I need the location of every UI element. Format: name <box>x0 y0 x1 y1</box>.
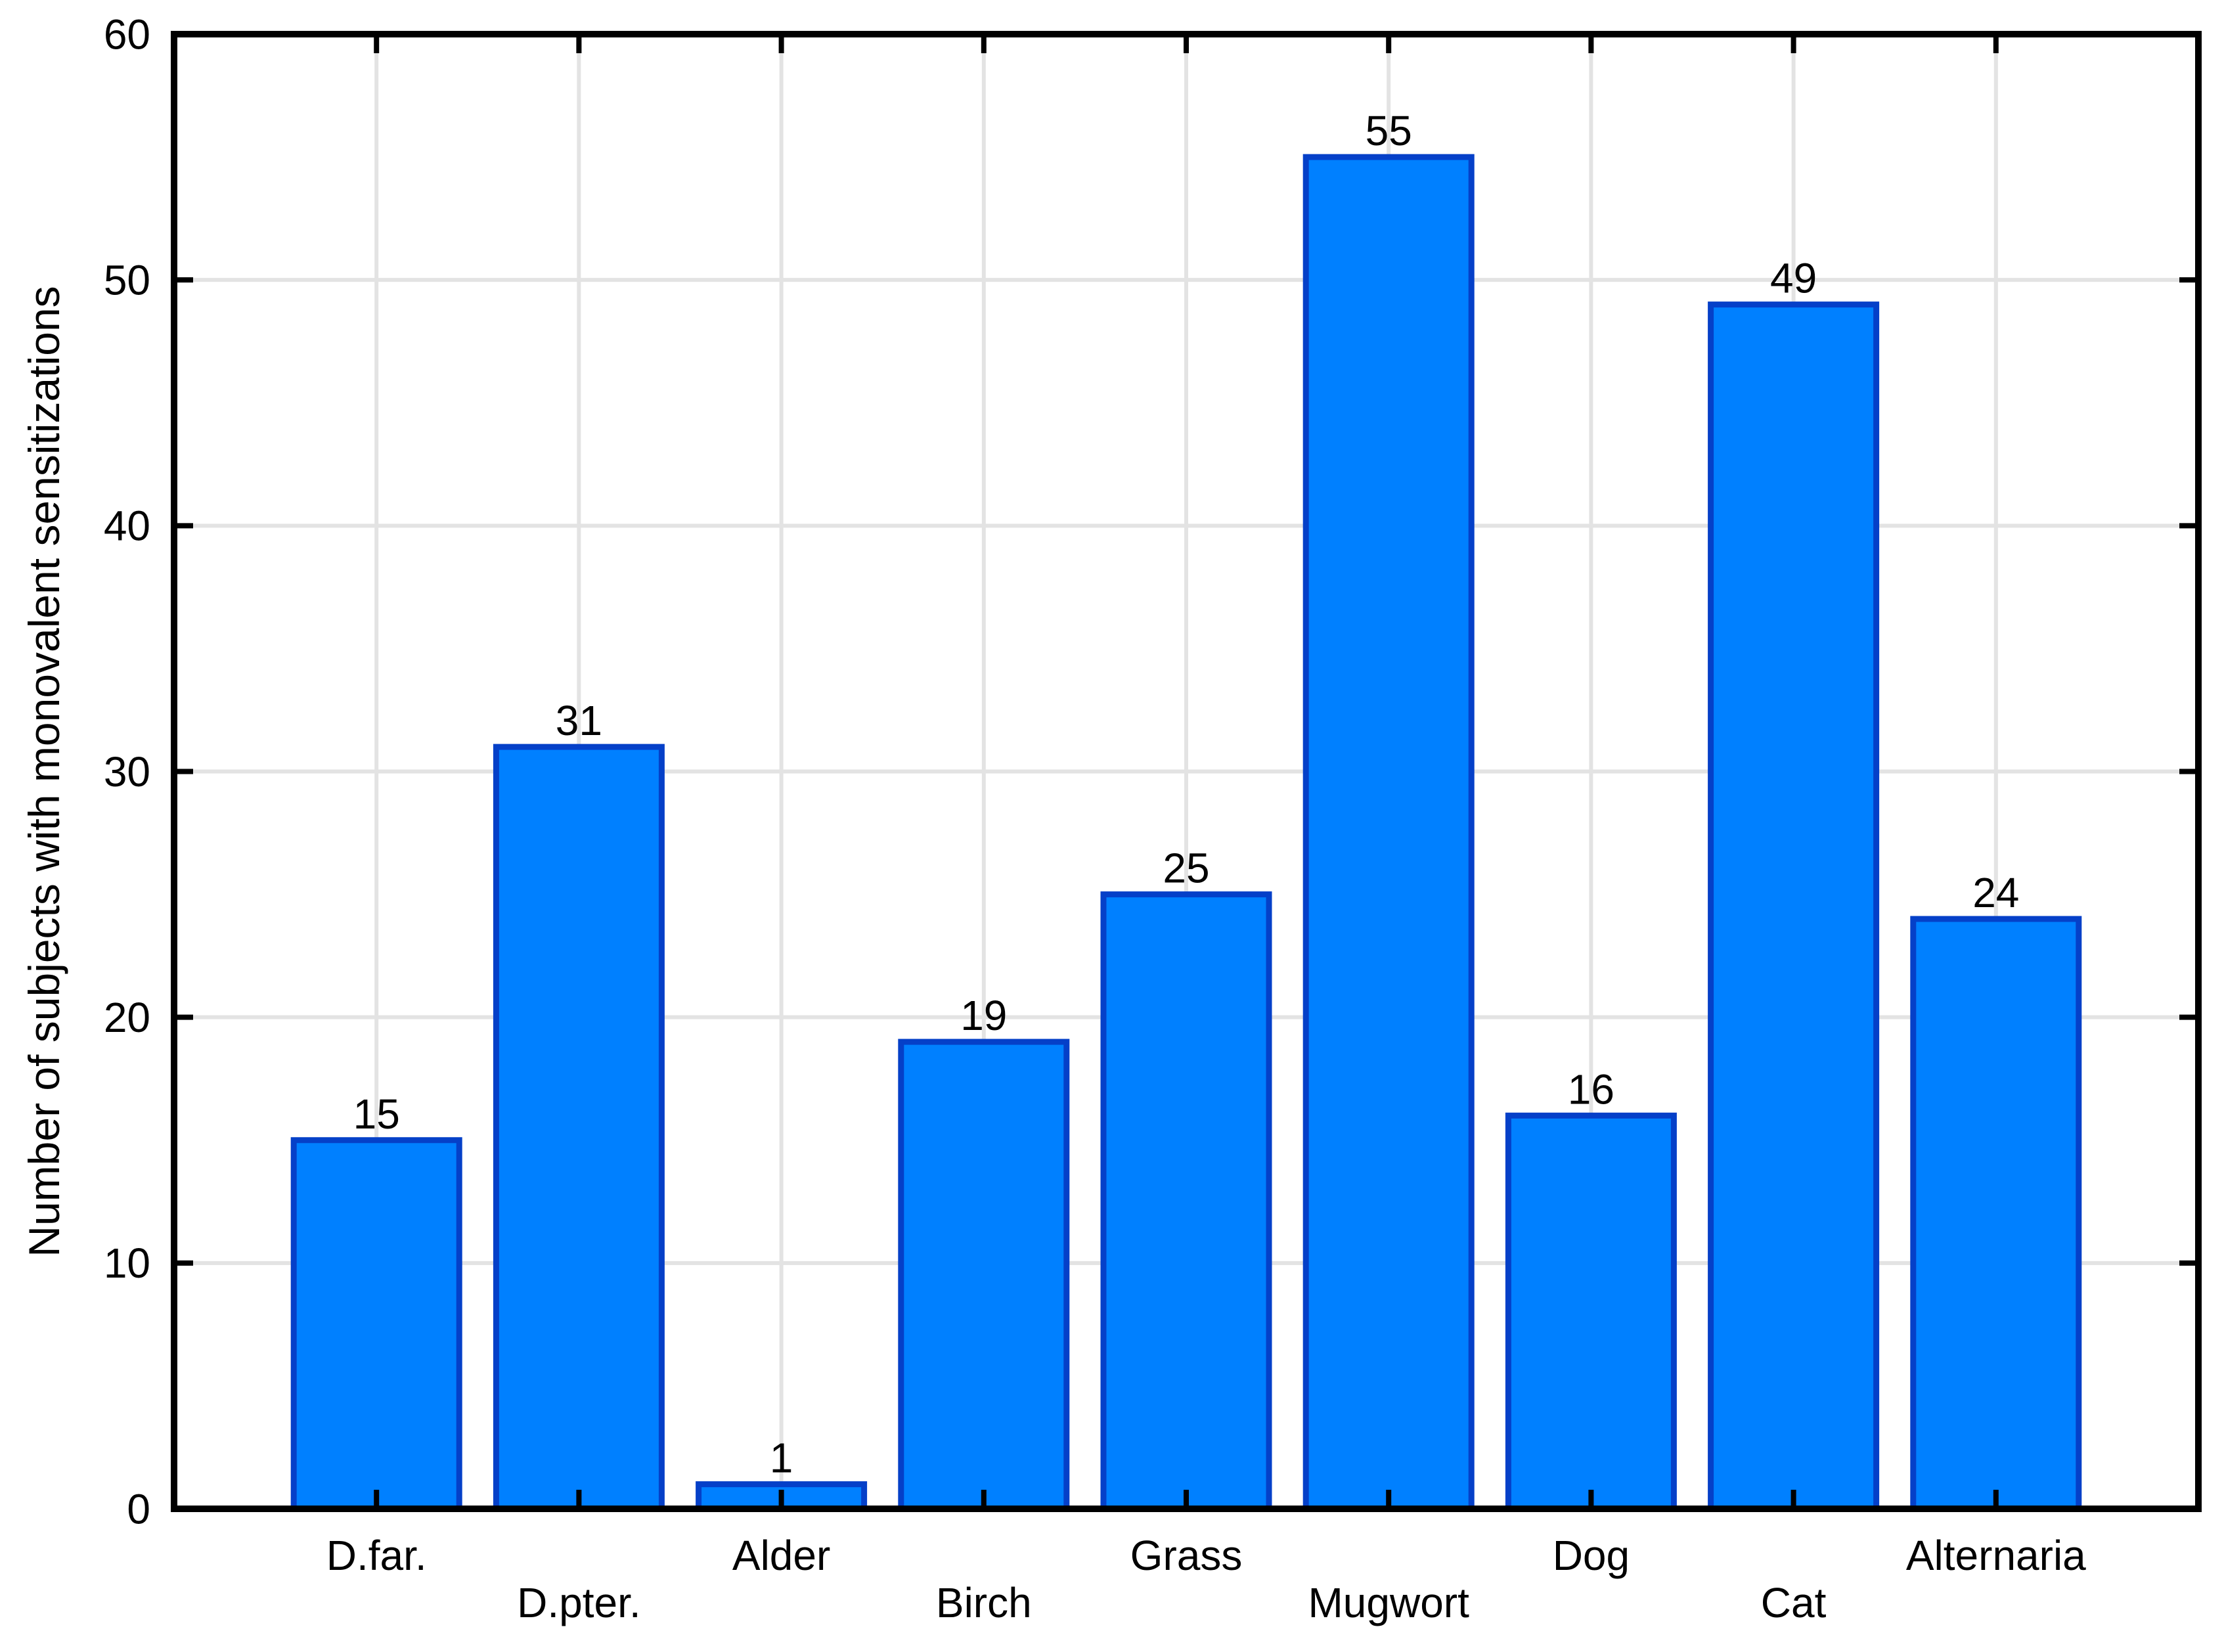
bar <box>898 1038 1070 1512</box>
y-axis-tick-label: 30 <box>104 748 150 795</box>
bar <box>290 1137 462 1512</box>
plot-frame <box>171 31 2202 1512</box>
x-axis-tick-label: D.pter. <box>517 1579 641 1626</box>
y-axis-tick-label: 40 <box>104 502 150 550</box>
bar-value-label: 19 <box>960 992 1007 1039</box>
x-axis-tick-label: Birch <box>936 1579 1032 1626</box>
x-axis-tick-label: Grass <box>1130 1532 1243 1579</box>
bar-value-label: 49 <box>1770 255 1817 302</box>
y-axis-tick-label: 50 <box>104 257 150 304</box>
bar-value-label: 31 <box>556 697 602 744</box>
x-axis-tick-label: D.far. <box>326 1532 427 1579</box>
y-axis-title: Number of subjects with monovalent sensi… <box>20 286 68 1257</box>
bar-value-label: 16 <box>1568 1065 1614 1113</box>
bar-value-label: 25 <box>1163 845 1209 892</box>
bar-value-label: 55 <box>1366 107 1412 154</box>
bar <box>1708 301 1880 1512</box>
bar <box>1910 916 2082 1512</box>
bar <box>493 744 665 1512</box>
x-axis-tick-label: Alternaria <box>1906 1532 2086 1579</box>
bar <box>1100 891 1272 1512</box>
y-axis-tick-label: 20 <box>104 994 150 1041</box>
y-axis-tick-label: 0 <box>127 1485 150 1532</box>
bar-value-label: 24 <box>1972 869 2019 916</box>
bar-value-label: 15 <box>353 1090 400 1138</box>
x-axis-tick-label: Mugwort <box>1308 1579 1469 1626</box>
x-axis-tick-label: Alder <box>732 1532 830 1579</box>
x-axis-tick-label: Dog <box>1553 1532 1630 1579</box>
bar-value-label: 1 <box>770 1435 793 1482</box>
x-axis-tick-label: Cat <box>1761 1579 1827 1626</box>
y-axis-tick-label: 60 <box>104 11 150 58</box>
bar <box>1505 1112 1677 1512</box>
bar <box>1302 154 1475 1512</box>
y-axis-tick-label: 10 <box>104 1239 150 1287</box>
